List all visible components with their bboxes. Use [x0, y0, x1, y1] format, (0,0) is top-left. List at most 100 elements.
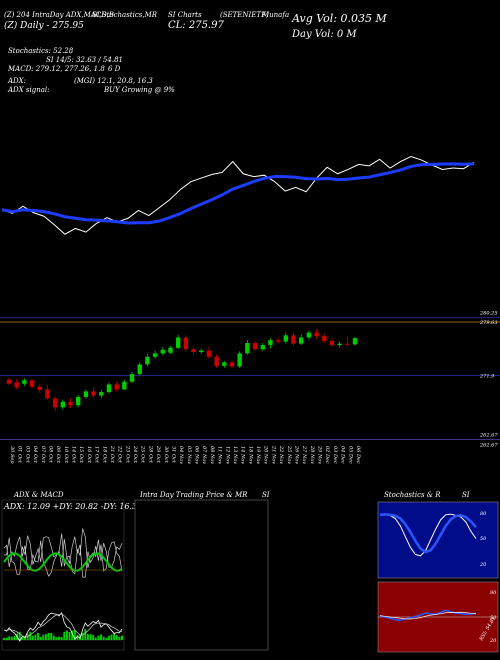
- rsi-signal-line: [379, 611, 477, 620]
- candle-body: [114, 384, 119, 390]
- date-tick-label: 01 Oct: [17, 446, 23, 464]
- macd-histogram-bar: [18, 631, 21, 640]
- macd-histogram-bar: [94, 637, 97, 640]
- date-tick-label: 06 Nov: [194, 446, 200, 464]
- rsi-line: [379, 609, 476, 622]
- candle-body: [260, 345, 265, 350]
- macd-histogram-bar: [102, 636, 105, 640]
- adx-signal-text: BUY Growing @ 9%: [103, 86, 175, 94]
- candle-body: [22, 380, 27, 384]
- date-tick-label: 25 Nov: [286, 445, 292, 464]
- date-tick-label: 23 Oct: [124, 445, 130, 464]
- macd-histogram-bar: [100, 634, 103, 640]
- date-tick-label: 19 Nov: [255, 446, 261, 464]
- candle-body: [214, 356, 219, 366]
- stoch-d-line: [379, 513, 477, 554]
- macd-histogram-bar: [89, 634, 92, 640]
- rsi-level-50: 50: [490, 615, 497, 621]
- intraday-si: SI: [262, 491, 270, 499]
- macd-histogram-bar: [121, 635, 123, 640]
- macd-histogram-bar: [52, 635, 55, 640]
- adx-signal-label: ADX signal:: [7, 86, 49, 94]
- date-tick-label: 13 Nov: [232, 446, 238, 464]
- date-tick-label: 21 Nov: [270, 445, 276, 464]
- macd-histogram-bar: [107, 635, 110, 640]
- candle-body: [137, 364, 142, 375]
- candle-body: [252, 342, 258, 350]
- macd-histogram-bar: [110, 634, 113, 640]
- adx-label: ADX:: [7, 77, 26, 85]
- candle-body: [291, 335, 296, 344]
- date-tick-label: 21 Oct: [109, 445, 115, 464]
- header-line1d: Munafa: [261, 11, 289, 19]
- macd-histogram-bar: [34, 634, 37, 640]
- adx-panel-values: ADX: 12.09 +DY: 20.82 -DY: 16.33: [3, 502, 142, 511]
- rsi-level-80: 80: [490, 590, 497, 596]
- rsi-reading: SI 14/5: 32.63 / 54.81: [46, 56, 123, 64]
- date-tick-label: 26 Nov: [293, 445, 299, 464]
- date-tick-label: 03 Oct: [24, 446, 30, 464]
- candle-body: [160, 349, 165, 354]
- header-line1c: SI Charts: [168, 11, 202, 19]
- price-line: [1, 155, 475, 235]
- macd-histogram-bar: [50, 632, 53, 640]
- date-tick-label: 31 Oct: [170, 446, 176, 464]
- candle-body: [83, 391, 89, 397]
- candle-body: [145, 356, 150, 365]
- price-level-label: 262.67: [479, 442, 498, 448]
- macd-reading: MACD: 279.12, 277.26, 1.8: [7, 65, 105, 73]
- date-tick-label: 07 Nov: [201, 446, 207, 464]
- date-axis: 30 Sep 01 Oct 03 Oct 04 Oct 07 Oct 08 Oct 09 O…: [9, 445, 361, 464]
- date-tick-label: 04 Nov: [178, 446, 184, 464]
- candlestick-series: [6, 329, 358, 411]
- header-day-vol: Day Vol: 0 M: [291, 29, 357, 40]
- macd-histogram-bar: [39, 637, 42, 640]
- candle-body: [45, 389, 50, 399]
- stoch-reading: Stochastics: 52.28: [8, 47, 74, 55]
- candle-body: [345, 343, 350, 345]
- macd-histogram-bar: [23, 637, 26, 640]
- macd-histogram-bar: [113, 633, 116, 640]
- rsi-level-20: 20: [489, 638, 497, 644]
- date-tick-label: 08 Nov: [209, 446, 215, 464]
- macd-line: [3, 611, 123, 642]
- date-tick-label: 11 Nov: [217, 446, 223, 464]
- macd-histogram-bar: [60, 636, 63, 640]
- candle-body: [60, 401, 66, 408]
- macd-histogram-bar: [10, 636, 13, 640]
- date-tick-label: 18 Nov: [247, 446, 253, 464]
- date-tick-label: 03 Dec: [332, 446, 338, 464]
- macd-histogram-bar: [29, 631, 32, 640]
- macd-histogram-bar: [44, 634, 47, 640]
- date-tick-label: 18 Oct: [101, 446, 107, 464]
- header-close: CL: 275.97: [168, 20, 224, 31]
- date-tick-label: 07 Oct: [40, 446, 46, 464]
- macd-histogram-bar: [47, 632, 50, 640]
- candle-body: [237, 353, 242, 367]
- header-line2: (Z) Daily - 275.95: [4, 20, 84, 31]
- macd-histogram-bar: [37, 633, 40, 640]
- date-tick-label: 16 Oct: [86, 446, 92, 464]
- candle-body: [268, 340, 273, 346]
- date-tick-label: 05 Dec: [347, 446, 353, 464]
- macd-histogram-bar: [76, 634, 79, 640]
- stoch-si: SI: [462, 491, 470, 499]
- macd-suffix: 6 D: [108, 65, 121, 73]
- stoch-rsi-panel: Stochastics & R SI 80 50 20 80 50 20 RSI…: [377, 491, 499, 653]
- price-levels: 280.25 279.63 271.9 262.67 262.67: [0, 311, 500, 448]
- date-tick-label: 14 Oct: [71, 446, 77, 464]
- stoch-title: Stochastics & R: [384, 491, 441, 499]
- candle-body: [52, 398, 58, 408]
- date-tick-label: 02 Dec: [324, 446, 330, 464]
- date-tick-label: 22 Oct: [117, 445, 123, 464]
- adx-line: [3, 552, 123, 572]
- macd-histogram-bar: [105, 637, 108, 640]
- header-avg-vol: Avg Vol: 0.035 M: [291, 12, 388, 25]
- date-tick-label: 28 Oct: [147, 445, 153, 464]
- date-tick-label: 10 Oct: [63, 446, 69, 464]
- header-ticker: (SETENIETF): [220, 11, 269, 19]
- candle-body: [206, 350, 212, 357]
- price-level-label: 280.25: [479, 311, 498, 317]
- date-tick-label: 24 Oct: [132, 445, 138, 464]
- candle-body: [337, 343, 342, 346]
